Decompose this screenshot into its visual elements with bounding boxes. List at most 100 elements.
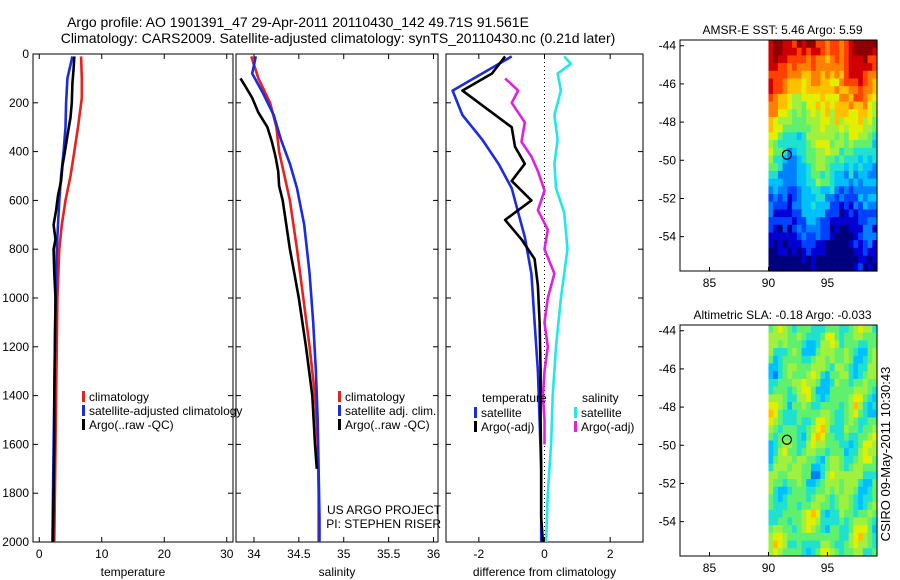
sla_map-cell (777, 494, 784, 503)
sst_map-cell (843, 101, 850, 110)
sst_map-cell (801, 255, 807, 264)
sst_map-cell (792, 101, 798, 110)
sla_map-cell (834, 417, 840, 426)
depth-tick-label: 800 (9, 242, 29, 256)
sst_map-cell (810, 170, 817, 180)
sla_map-cell (829, 386, 836, 395)
sla_map-cell (867, 386, 873, 395)
sst_map-cell (796, 117, 803, 126)
sst_map-cell (792, 140, 798, 149)
sst_map-cell (820, 117, 826, 126)
sst_map-cell (867, 224, 873, 234)
sst_map-cell (768, 170, 774, 180)
sla_map-cell (848, 425, 855, 434)
sla_map-cell (810, 509, 817, 519)
salinity-xtick-label: 35 (337, 547, 351, 561)
sst_map-cell (773, 163, 779, 172)
sst_map-cell (815, 78, 821, 87)
sla_map-cell (843, 463, 850, 472)
sst_map-cell (787, 124, 793, 133)
sla_map-cell (782, 448, 788, 457)
sst_map-cell (825, 140, 831, 149)
sst_map-cell (872, 55, 878, 64)
sla_map-cell (773, 425, 779, 434)
sst_map-cell (801, 78, 807, 87)
sst_map-cell (848, 93, 855, 103)
sst_map-cell (801, 170, 807, 180)
sst_map-cell (768, 217, 774, 226)
sst_map-cell (792, 40, 798, 49)
sla_map-cell (862, 509, 869, 519)
sla_map-cell (848, 502, 855, 511)
sst_map-cell (853, 117, 859, 126)
sst_map-cell (777, 178, 784, 187)
sst_map-cell (825, 132, 831, 141)
sst_map-cell (792, 240, 798, 249)
sla_map-cell (806, 386, 812, 395)
sst_map-cell (782, 109, 788, 118)
sst_map-cell (768, 255, 774, 264)
sla_map-cell (787, 355, 793, 365)
sst_map-cell (777, 186, 784, 195)
sla_map-cell (773, 463, 779, 472)
sst_map-cell (858, 186, 864, 195)
difference-series-cyan (544, 55, 573, 543)
sla_map-cell (782, 363, 788, 372)
sla_map-cell (825, 494, 831, 503)
sla_map-cell (782, 509, 788, 519)
sst_map-cell (820, 70, 826, 80)
sst_map-cell (782, 93, 788, 103)
sst_map-cell (806, 163, 812, 172)
sla_map-cell (801, 340, 807, 349)
sla_map-cell (815, 532, 821, 542)
sst_map-cell (829, 163, 836, 172)
sst_map-cell (792, 93, 798, 103)
sst_map-cell (858, 209, 864, 218)
sst_map-cell (872, 147, 878, 157)
sla_map-cell (801, 525, 807, 534)
sst_map-panel: AMSR-E SST: 5.46 Argo: 5.59 -44 -46 -48 -50 -… (659, 23, 878, 290)
sst_map-cell (839, 201, 845, 210)
sst_map-cell (810, 70, 817, 80)
sst_map-cell (829, 232, 836, 241)
sst_map-cell (872, 194, 878, 203)
sst_map-cell (820, 209, 826, 218)
sla_map-cell (825, 348, 831, 357)
sst_map-cell (820, 201, 826, 210)
sla_map-cell (810, 409, 817, 418)
sst_map-cell (862, 40, 869, 49)
sst_map-cell (801, 217, 807, 226)
sla_map-cell (806, 525, 812, 534)
sla_map-cell (858, 394, 864, 403)
sst_map-cell (834, 78, 840, 87)
sst_map-cell (777, 132, 784, 141)
sla_map-cell (820, 378, 826, 388)
sla_map-cell (806, 463, 812, 472)
sla_map-cell (843, 325, 850, 334)
sst_map-cell (768, 140, 774, 149)
sst_map-cell (858, 40, 864, 49)
sst_map-cell (806, 140, 812, 149)
sla_map-cell (801, 417, 807, 426)
sst_map-cell (796, 186, 803, 195)
sst_map-cell (858, 124, 864, 133)
sst_map-cell (829, 47, 836, 56)
sst_map-cell (843, 224, 850, 234)
sst_map-cell (853, 247, 859, 257)
sla_map-cell (773, 371, 779, 380)
sst_map-cell (848, 217, 855, 226)
sst_map-cell (834, 255, 840, 264)
sst_map-cell (792, 263, 798, 272)
sst_map-cell (862, 178, 869, 187)
sla_map-cell (829, 479, 836, 488)
sla_map-cell (810, 425, 817, 434)
sla_map-cell (806, 402, 812, 411)
sst_map-cell (862, 147, 869, 157)
sla_map-cell (820, 394, 826, 403)
sst_map-cell (806, 93, 812, 103)
sla_map-cell (848, 432, 855, 442)
sst_map-cell (777, 232, 784, 241)
sla_map-cell (773, 340, 779, 349)
sla_map-cell (872, 532, 878, 542)
sst_map-cell (782, 78, 788, 87)
